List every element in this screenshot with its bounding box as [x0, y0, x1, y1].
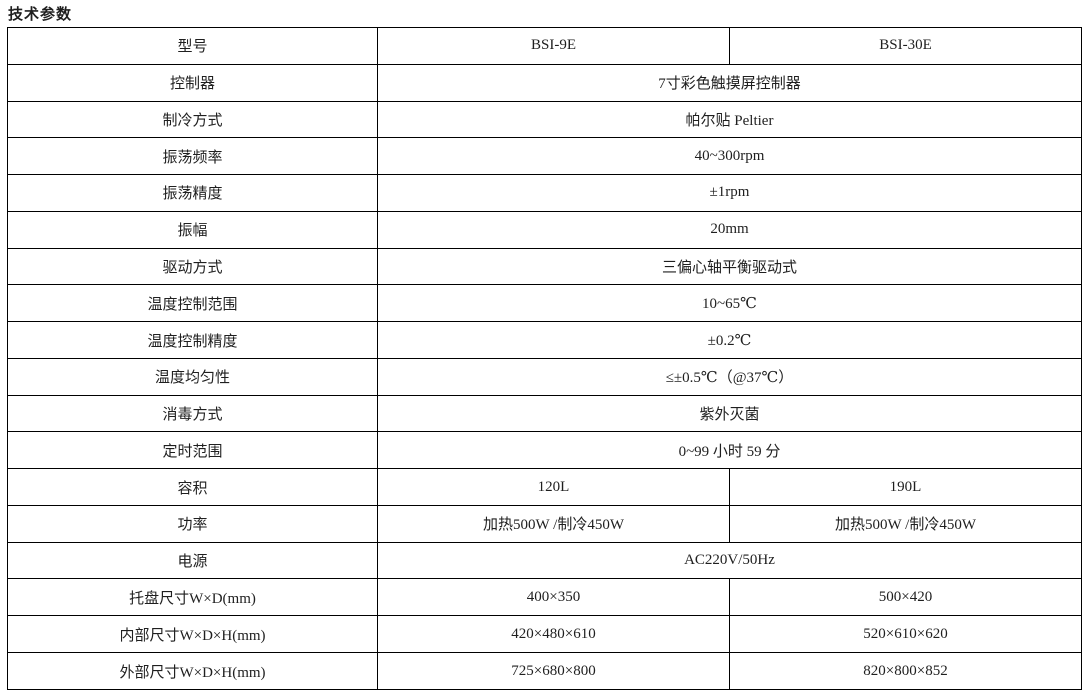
- row-value-merged: 40~300rpm: [377, 137, 1082, 176]
- row-value-col2: 520×610×620: [729, 615, 1082, 654]
- row-label: 定时范围: [7, 431, 378, 470]
- row-value-col1: 420×480×610: [377, 615, 730, 654]
- table-row: 制冷方式 帕尔贴 Peltier: [7, 100, 1082, 139]
- spec-table-body: 型号 BSI-9E BSI-30E 控制器 7寸彩色触摸屏控制器 制冷方式 帕尔贴 Pelt…: [7, 27, 1082, 690]
- table-row: 消毒方式 紫外灭菌: [7, 394, 1082, 433]
- table-row: 容积 120L 190L: [7, 468, 1082, 506]
- row-value-col2: 820×800×852: [729, 652, 1082, 690]
- table-row: 温度均匀性 ≤±0.5℃（@37℃）: [7, 357, 1082, 396]
- row-value-col2: BSI-30E: [729, 27, 1082, 65]
- row-label: 制冷方式: [7, 100, 378, 139]
- table-row: 内部尺寸W×D×H(mm) 420×480×610 520×610×620: [7, 615, 1082, 654]
- table-row: 电源 AC220V/50Hz: [7, 541, 1082, 580]
- row-value-merged: 紫外灭菌: [377, 394, 1082, 433]
- row-value-col2: 加热500W /制冷450W: [729, 504, 1082, 543]
- row-value-merged: ±1rpm: [377, 174, 1082, 212]
- spec-table: 型号 BSI-9E BSI-30E 控制器 7寸彩色触摸屏控制器 制冷方式 帕尔贴 Pelt…: [7, 27, 1082, 690]
- row-label: 消毒方式: [7, 394, 378, 433]
- row-value-col1: BSI-9E: [377, 27, 730, 65]
- row-label: 温度控制范围: [7, 284, 378, 323]
- table-row: 托盘尺寸W×D(mm) 400×350 500×420: [7, 578, 1082, 617]
- row-label: 驱动方式: [7, 247, 378, 286]
- row-label: 电源: [7, 541, 378, 580]
- row-value-merged: 20mm: [377, 210, 1082, 249]
- row-label: 功率: [7, 504, 378, 543]
- table-row: 定时范围 0~99 小时 59 分: [7, 431, 1082, 470]
- page-title: 技术参数: [8, 7, 73, 23]
- row-label: 温度均匀性: [7, 357, 378, 396]
- table-row: 温度控制范围 10~65℃: [7, 284, 1082, 323]
- row-value-col2: 500×420: [729, 578, 1082, 617]
- table-row: 型号 BSI-9E BSI-30E: [7, 27, 1082, 65]
- row-label: 外部尺寸W×D×H(mm): [7, 652, 378, 690]
- row-value-merged: 10~65℃: [377, 284, 1082, 323]
- table-row: 控制器 7寸彩色触摸屏控制器: [7, 63, 1082, 102]
- row-value-col1: 400×350: [377, 578, 730, 617]
- row-label: 型号: [7, 27, 378, 65]
- row-label: 托盘尺寸W×D(mm): [7, 578, 378, 617]
- row-value-merged: 帕尔贴 Peltier: [377, 100, 1082, 139]
- table-row: 振荡精度 ±1rpm: [7, 174, 1082, 212]
- row-value-merged: 0~99 小时 59 分: [377, 431, 1082, 470]
- row-value-col1: 120L: [377, 468, 730, 506]
- table-row: 驱动方式 三偏心轴平衡驱动式: [7, 247, 1082, 286]
- row-value-merged: 三偏心轴平衡驱动式: [377, 247, 1082, 286]
- row-label: 温度控制精度: [7, 321, 378, 359]
- row-label: 容积: [7, 468, 378, 506]
- row-label: 振幅: [7, 210, 378, 249]
- row-value-merged: AC220V/50Hz: [377, 541, 1082, 580]
- row-label: 控制器: [7, 63, 378, 102]
- row-label: 振荡频率: [7, 137, 378, 176]
- row-value-merged: 7寸彩色触摸屏控制器: [377, 63, 1082, 102]
- table-row: 振荡频率 40~300rpm: [7, 137, 1082, 176]
- row-label: 振荡精度: [7, 174, 378, 212]
- row-value-col2: 190L: [729, 468, 1082, 506]
- row-value-col1: 725×680×800: [377, 652, 730, 690]
- row-value-merged: ±0.2℃: [377, 321, 1082, 359]
- table-row: 温度控制精度 ±0.2℃: [7, 321, 1082, 359]
- row-label: 内部尺寸W×D×H(mm): [7, 615, 378, 654]
- table-row: 功率 加热500W /制冷450W 加热500W /制冷450W: [7, 504, 1082, 543]
- table-row: 振幅 20mm: [7, 210, 1082, 249]
- row-value-col1: 加热500W /制冷450W: [377, 504, 730, 543]
- row-value-merged: ≤±0.5℃（@37℃）: [377, 357, 1082, 396]
- table-row: 外部尺寸W×D×H(mm) 725×680×800 820×800×852: [7, 652, 1082, 690]
